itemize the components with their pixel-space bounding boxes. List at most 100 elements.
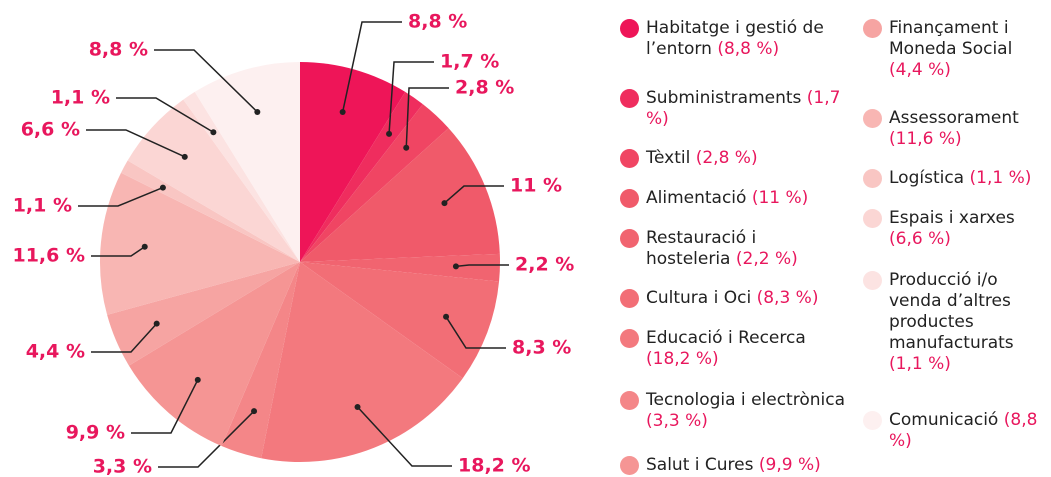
legend-label: Producció i/o venda d’altres productes m… [889, 270, 1014, 353]
legend-swatch [620, 229, 639, 248]
legend-label: Espais i xarxes [889, 208, 1015, 228]
pie-slice [300, 262, 500, 379]
legend-swatch [620, 289, 639, 308]
legend-swatch [863, 209, 882, 228]
legend-value: (6,6 %) [889, 229, 951, 249]
leader-dot [354, 404, 361, 411]
legend-label: Tecnologia i electrònica [646, 390, 845, 410]
legend-swatch [863, 19, 882, 38]
legend-swatch [620, 19, 639, 38]
legend-label: Logística [889, 168, 965, 188]
leader-line [405, 87, 449, 148]
leader-dot [153, 320, 160, 327]
pie-slice [194, 62, 300, 262]
legend-item: Restauració i hosteleria (2,2 %) [620, 228, 846, 270]
leader-dot [141, 243, 148, 250]
legend-value: (8,8 %) [717, 39, 780, 59]
legend-item: Cultura i Oci (8,3 %) [620, 288, 846, 309]
legend-label: Assessorament [889, 108, 1019, 128]
slice-label: 11,6 % [12, 245, 85, 267]
legend-item: Logística (1,1 %) [863, 168, 1049, 189]
legend-value: (3,3 %) [646, 411, 708, 431]
legend-item: Alimentació (11 %) [620, 188, 846, 209]
pie-slice [300, 104, 449, 263]
legend-label: Subministraments [646, 88, 802, 108]
legend-swatch [620, 149, 639, 168]
leader-line [131, 379, 199, 434]
legend-label: Habitatge i gestió de l’entorn [646, 18, 824, 59]
leader-line [341, 21, 402, 113]
leader-line [116, 97, 214, 133]
leader-dot [254, 108, 261, 115]
legend-swatch [863, 271, 882, 290]
leader-line [356, 406, 452, 467]
slice-label: 2,8 % [455, 77, 514, 99]
legend-item: Producció i/o venda d’altres productes m… [863, 270, 1049, 375]
legend-value: (1,1 %) [969, 168, 1032, 188]
legend-item: Tèxtil (2,8 %) [620, 148, 846, 169]
legend-swatch [620, 329, 639, 348]
slice-label: 1,1 % [13, 195, 72, 217]
slice-label: 4,4 % [26, 341, 85, 363]
legend-value: (1,1 %) [889, 354, 951, 374]
slice-label: 11 % [510, 175, 562, 197]
pie-slice [300, 253, 500, 282]
slice-label: 6,6 % [21, 119, 80, 141]
leader-line [455, 264, 509, 268]
legend-item: Finançament i Moneda Social (4,4 %) [863, 18, 1049, 81]
pie-slice [300, 62, 406, 262]
pie-slice [221, 262, 300, 459]
leader-line [154, 49, 258, 113]
legend-item: Habitatge i gestió de l’entorn (8,8 %) [620, 18, 846, 60]
leader-dot [339, 108, 346, 115]
leader-dot [443, 313, 450, 320]
slice-label: 2,2 % [515, 254, 574, 276]
pie-slice [300, 128, 500, 262]
legend-label: Tèxtil [646, 148, 691, 168]
slice-label: 1,1 % [51, 87, 110, 109]
slice-label: 8,8 % [408, 11, 467, 33]
pie-slice [107, 262, 300, 366]
legend-item: Educació i Recerca (18,2 %) [620, 328, 846, 370]
slice-label: 8,3 % [512, 337, 571, 359]
legend-swatch [620, 189, 639, 208]
legend-value: (2,8 %) [695, 148, 758, 168]
legend-swatch [863, 109, 882, 128]
leader-line [78, 186, 164, 207]
legend-value: (8,8 %) [889, 410, 1038, 451]
leader-line [91, 246, 146, 257]
leader-line [158, 410, 255, 468]
legend-swatch [863, 411, 882, 430]
legend-value: (11,6 %) [889, 129, 962, 149]
legend-item: Espais i xarxes (6,6 %) [863, 208, 1049, 250]
pie-slice [127, 99, 301, 262]
legend-value: (11 %) [751, 188, 809, 208]
legend-swatch [620, 391, 639, 410]
legend-swatch [863, 169, 882, 188]
legend-label: Educació i Recerca [646, 328, 806, 348]
legend-value: (1,7 %) [646, 88, 841, 129]
legend-item: Tecnologia i electrònica (3,3 %) [620, 390, 846, 432]
pie-slice [100, 172, 300, 315]
slice-label: 3,3 % [93, 456, 152, 477]
slice-label: 8,8 % [89, 39, 148, 61]
leader-line [86, 129, 186, 158]
legend-swatch [620, 456, 639, 475]
leader-line [388, 61, 434, 134]
leader-line [445, 316, 506, 349]
legend-swatch [620, 89, 639, 108]
legend-label: Comunicació [889, 410, 999, 430]
slice-label: 9,9 % [66, 422, 125, 444]
legend-value: (2,2 %) [735, 249, 798, 269]
leader-dot [181, 153, 188, 160]
legend-value: (18,2 %) [646, 349, 719, 369]
leader-dot [403, 144, 410, 151]
leader-dot [452, 263, 459, 270]
legend-label: Salut i Cures [646, 455, 754, 475]
legend-item: Subministraments (1,7 %) [620, 88, 846, 130]
legend-value: (9,9 %) [758, 455, 821, 475]
legend-value: (8,3 %) [756, 288, 819, 308]
leader-dot [159, 184, 166, 191]
